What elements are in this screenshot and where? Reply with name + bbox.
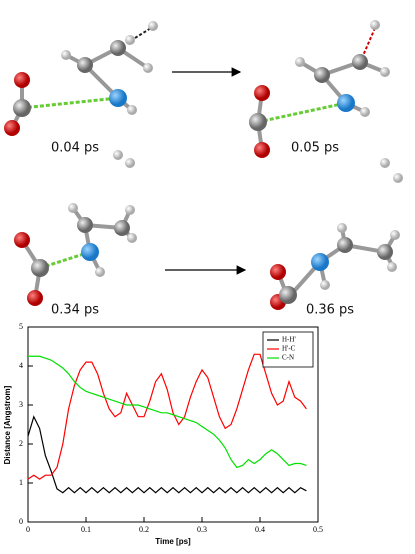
y-tick-label: 3 bbox=[19, 400, 23, 409]
time-label: 0.05 ps bbox=[291, 141, 339, 156]
x-tick-label: 0.2 bbox=[139, 525, 149, 534]
time-label: 0.36 ps bbox=[306, 303, 354, 318]
x-tick-label: 0 bbox=[26, 525, 30, 534]
y-axis-label: Distance [Angstrom] bbox=[3, 385, 12, 464]
x-tick-label: 0.1 bbox=[81, 525, 91, 534]
molecules bbox=[10, 27, 397, 304]
y-tick-label: 0 bbox=[19, 517, 23, 526]
legend-label: H-H' bbox=[282, 336, 296, 344]
y-tick-label: 5 bbox=[19, 322, 23, 331]
plot-frame bbox=[27, 326, 319, 523]
atoms bbox=[4, 20, 403, 310]
legend-label: C-N bbox=[282, 354, 294, 362]
time-label: 0.04 ps bbox=[51, 141, 99, 156]
y-tick-label: 1 bbox=[19, 478, 23, 487]
time-label: 0.34 ps bbox=[51, 303, 99, 318]
data-line bbox=[27, 415, 307, 494]
x-axis-label: Time [ps] bbox=[155, 537, 191, 546]
data-line bbox=[27, 353, 307, 480]
arrows bbox=[165, 67, 247, 275]
y-tick-label: 2 bbox=[19, 439, 23, 448]
x-tick-label: 0.5 bbox=[313, 525, 323, 534]
legend-label: H'-C bbox=[282, 345, 296, 353]
y-tick-label: 4 bbox=[19, 361, 23, 370]
x-tick-label: 0.4 bbox=[255, 525, 265, 534]
data-line bbox=[28, 355, 307, 469]
x-tick-label: 0.3 bbox=[197, 525, 207, 534]
